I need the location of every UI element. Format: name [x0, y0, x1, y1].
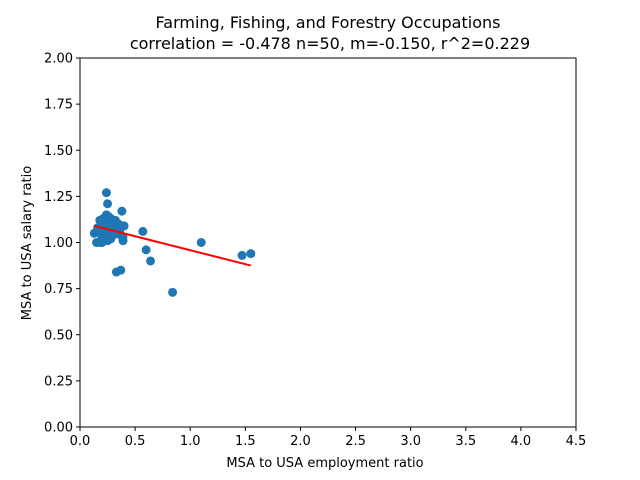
data-point [138, 226, 148, 236]
plot-area: 0.0 0.5 1.0 1.5 2.0 2.5 3.0 3.5 4.0 4.5 0.00 0.25 0.… [44, 52, 586, 450]
regression-line [94, 224, 252, 267]
data-point [117, 206, 127, 216]
y-axis-label: MSA to USA salary ratio [20, 166, 35, 320]
data-point [237, 250, 247, 260]
x-tick-label: 2.5 [345, 434, 366, 449]
chart-subtitle: correlation = -0.478 n=50, m=-0.150, r^2… [130, 34, 530, 53]
y-tick-label: 1.75 [44, 98, 73, 113]
data-point [97, 232, 107, 242]
data-point [116, 265, 126, 275]
data-point [196, 238, 206, 247]
data-point [146, 256, 156, 266]
data-point [141, 245, 151, 255]
data-point [110, 215, 120, 225]
x-tick-label: 4.0 [511, 434, 532, 449]
data-point [119, 221, 129, 231]
x-tick-label: 1.0 [180, 434, 201, 449]
x-tick-label: 3.5 [455, 434, 476, 449]
data-point [103, 199, 113, 209]
x-tick-label: 0.5 [125, 434, 146, 449]
data-point [168, 287, 178, 297]
x-axis-label: MSA to USA employment ratio [226, 456, 423, 471]
chart-title: Farming, Fishing, and Forestry Occupatio… [156, 13, 501, 32]
y-tick-label: 1.00 [44, 236, 73, 251]
x-tick-label: 3.0 [400, 434, 421, 449]
x-tick-label: 2.0 [290, 434, 311, 449]
x-tick-label: 0.0 [70, 434, 91, 449]
y-tick-label: 0.75 [44, 282, 73, 297]
x-tick-label: 1.5 [235, 434, 256, 449]
y-tick-label: 0.00 [44, 421, 73, 436]
y-tick-label: 1.50 [44, 144, 73, 159]
y-tick-label: 2.00 [44, 52, 73, 67]
y-tick-label: 0.25 [44, 374, 73, 389]
y-tick-label: 1.25 [44, 190, 73, 205]
plot-frame [79, 57, 577, 428]
x-tick-label: 4.5 [566, 434, 587, 449]
data-point [246, 249, 256, 259]
data-point [101, 188, 111, 198]
y-tick-label: 0.50 [44, 328, 73, 343]
